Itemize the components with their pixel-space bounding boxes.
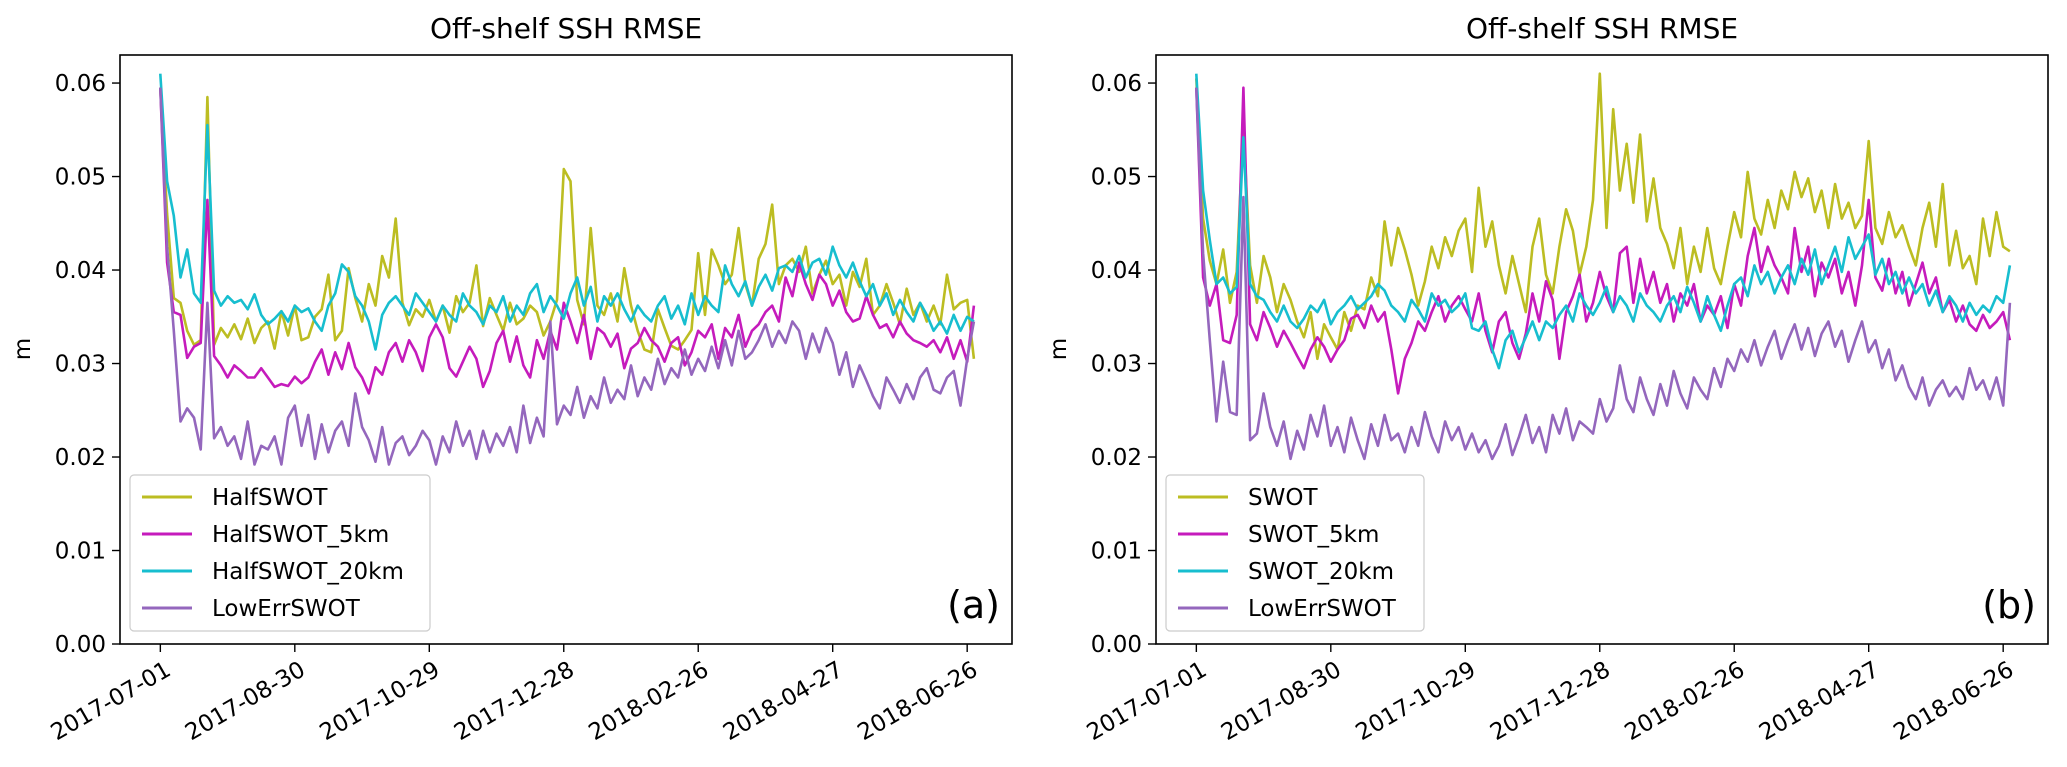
y-tick-label: 0.06 — [1091, 71, 1142, 97]
panel-label: (a) — [947, 583, 1000, 627]
series-line — [159, 73, 975, 351]
y-axis: 0.00 0.01 0.02 0.03 0.04 0.05 0.06 — [55, 71, 120, 658]
x-tick-label: 2018-04-27 — [1755, 657, 1884, 746]
x-tick-label: 2017-12-28 — [450, 657, 579, 746]
series-line — [1195, 87, 2012, 461]
x-axis: 2017-07-01 2017-08-30 2017-10-29 2017-12-28… — [47, 644, 982, 746]
legend-entry: SWOT — [1178, 485, 1318, 511]
legend-entry: SWOT_20km — [1178, 559, 1394, 585]
legend-label: SWOT — [1248, 485, 1318, 511]
series-line — [159, 87, 976, 466]
legend-label: LowErrSWOT — [212, 596, 361, 622]
legend-box — [129, 474, 431, 632]
legend-entry: SWOT_5km — [1178, 522, 1379, 548]
legend-label: SWOT_20km — [1248, 559, 1394, 585]
series-line — [1195, 72, 2011, 361]
y-tick-label: 0.05 — [1091, 165, 1142, 191]
legend-label: HalfSWOT — [212, 485, 328, 511]
chart-panel-b: Off-shelf SSH RMSE 0.000.010.020.030.040… — [1046, 12, 2049, 746]
y-tick-label: 0.01 — [55, 539, 106, 565]
x-tick-label: 2018-02-26 — [584, 657, 713, 746]
series-line — [159, 87, 976, 359]
legend-label: LowErrSWOT — [1248, 596, 1397, 622]
chart-panel-a: Off-shelf SSH RMSE 0.000.010.020.030.040… — [10, 12, 1013, 746]
legend-entry: HalfSWOT_20km — [142, 559, 404, 585]
y-tick-label: 0.00 — [1091, 632, 1142, 658]
x-tick-label: 2017-07-01 — [1083, 657, 1212, 746]
y-tick-label: 0.03 — [1091, 352, 1142, 378]
plot-frame — [119, 54, 1013, 645]
plot-area — [159, 73, 976, 466]
legend-label: HalfSWOT_20km — [212, 559, 404, 585]
y-tick-label: 0.04 — [55, 258, 106, 284]
x-tick-label: 2018-06-26 — [853, 657, 982, 746]
y-tick-label: 0.04 — [1091, 258, 1142, 284]
plot-frame — [1155, 54, 2049, 645]
legend-label: HalfSWOT_5km — [212, 522, 389, 548]
y-axis: 0.00 0.01 0.02 0.03 0.04 0.05 0.06 — [1091, 71, 1156, 658]
x-tick-label: 2018-06-26 — [1889, 657, 2018, 746]
x-tick-label: 2017-12-28 — [1486, 657, 1615, 746]
legend-box — [1165, 474, 1425, 632]
series-line — [1195, 73, 2012, 370]
y-axis-label: m — [10, 338, 36, 360]
y-tick-label: 0.01 — [1091, 539, 1142, 565]
legend: SWOT SWOT_5km SWOT_20km LowErrSWOT — [1165, 474, 1425, 632]
y-tick-label: 0.00 — [55, 632, 106, 658]
series-line — [159, 87, 976, 395]
y-tick-label: 0.02 — [55, 445, 106, 471]
plot-area — [1195, 72, 2012, 461]
y-tick-label: 0.06 — [55, 71, 106, 97]
legend-entry: LowErrSWOT — [1178, 596, 1397, 622]
y-tick-label: 0.05 — [55, 165, 106, 191]
y-axis-label: m — [1046, 338, 1072, 360]
y-tick-label: 0.03 — [55, 352, 106, 378]
legend-entry: LowErrSWOT — [142, 596, 361, 622]
chart-title: Off-shelf SSH RMSE — [1466, 12, 1738, 45]
x-tick-label: 2018-02-26 — [1620, 657, 1749, 746]
x-axis: 2017-07-01 2017-08-30 2017-10-29 2017-12-28… — [1083, 644, 2018, 746]
legend-label: SWOT_5km — [1248, 522, 1379, 548]
x-tick-label: 2017-07-01 — [47, 657, 176, 746]
panel-label: (b) — [1982, 583, 2036, 627]
legend-entry: HalfSWOT — [142, 485, 328, 511]
legend: HalfSWOT HalfSWOT_5km HalfSWOT_20km LowE… — [129, 474, 431, 632]
x-tick-label: 2018-04-27 — [719, 657, 848, 746]
legend-entry: HalfSWOT_5km — [142, 522, 389, 548]
x-tick-label: 2017-10-29 — [1352, 657, 1481, 746]
chart-title: Off-shelf SSH RMSE — [430, 12, 702, 45]
x-tick-label: 2017-08-30 — [1217, 657, 1346, 746]
y-tick-label: 0.02 — [1091, 445, 1142, 471]
x-tick-label: 2017-10-29 — [316, 657, 445, 746]
x-tick-label: 2017-08-30 — [181, 657, 310, 746]
